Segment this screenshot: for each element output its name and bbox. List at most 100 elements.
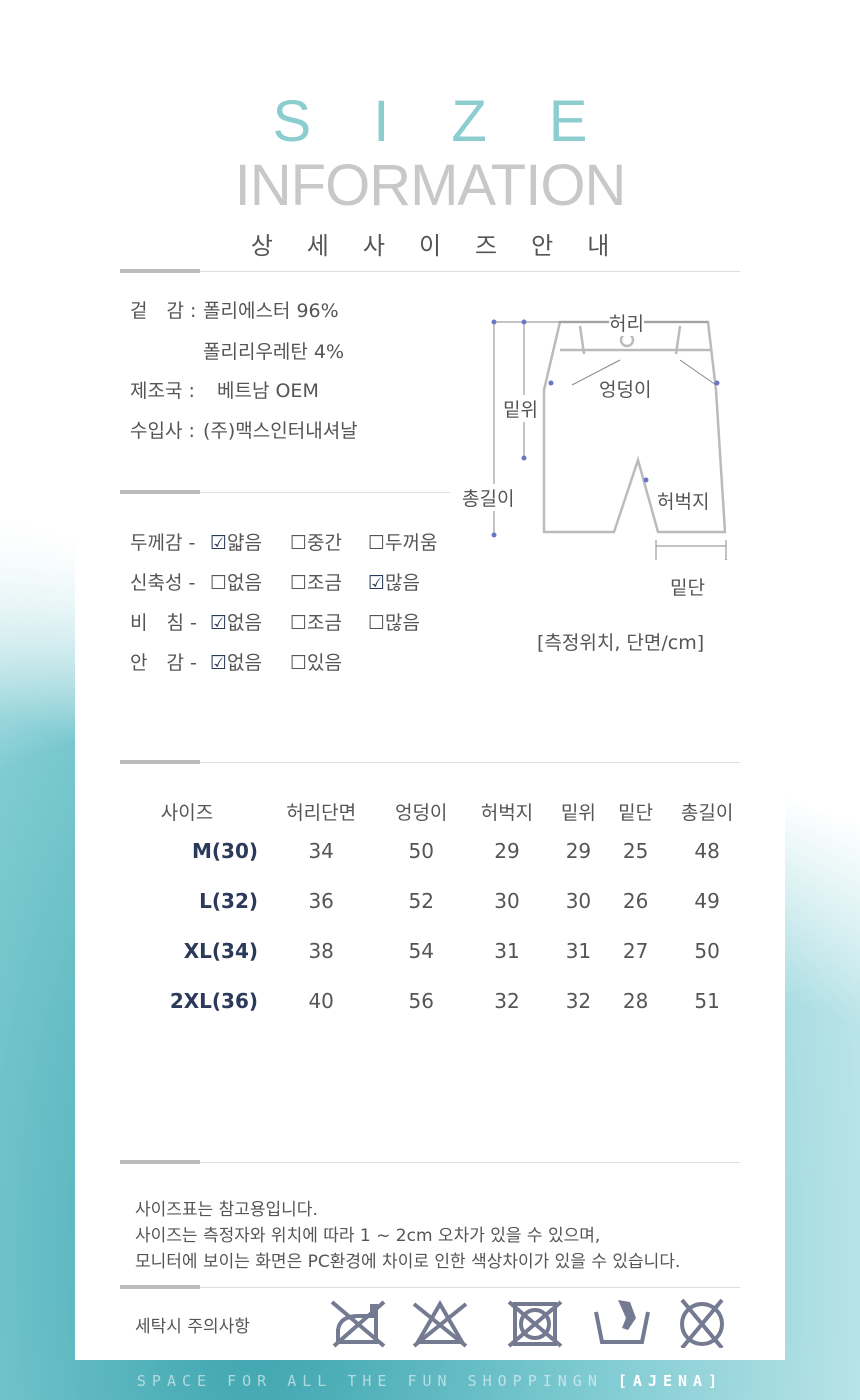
option-text: 많음 xyxy=(385,572,421,594)
no-bleach-icon xyxy=(412,1300,468,1348)
column-header: 밑단 xyxy=(618,801,654,824)
no-iron-icon xyxy=(330,1300,386,1348)
value-cell: 51 xyxy=(694,989,720,1013)
property-option[interactable]: ☐있음 xyxy=(290,648,342,675)
importer-value: (주)맥스인터내셔날 xyxy=(203,420,358,442)
value-cell: 31 xyxy=(565,939,592,963)
option-text: 있음 xyxy=(307,652,343,674)
checkbox-icon[interactable]: ☐ xyxy=(290,572,308,594)
origin-label: 제조국 : xyxy=(130,380,195,402)
value-cell: 27 xyxy=(622,939,649,963)
value-cell: 49 xyxy=(694,889,720,913)
value-cell: 32 xyxy=(494,989,520,1013)
option-text: 없음 xyxy=(227,572,263,594)
title-information: INFORMATION xyxy=(234,153,627,218)
option-text: 없음 xyxy=(227,612,263,634)
value-cell: 36 xyxy=(308,889,334,913)
label-waist: 허리 xyxy=(609,309,644,336)
divider xyxy=(120,269,740,273)
property-label: 두께감 - xyxy=(130,532,196,554)
checkbox-icon[interactable]: ☐ xyxy=(290,532,308,554)
option-text: 얇음 xyxy=(227,532,263,554)
checked-box-icon[interactable]: ☑ xyxy=(210,652,228,674)
label-rise: 밑위 xyxy=(503,395,538,422)
table-row: 2XL(36) 40 56 32 32 28 51 xyxy=(110,976,750,1026)
option-text: 많음 xyxy=(385,612,421,634)
column-header: 밑위 xyxy=(560,801,596,824)
property-option[interactable]: ☐조금 xyxy=(290,568,342,595)
checked-box-icon[interactable]: ☑ xyxy=(210,532,228,554)
column-header: 엉덩이 xyxy=(394,801,448,824)
value-cell: 31 xyxy=(494,939,520,963)
value-cell: 30 xyxy=(494,889,520,913)
checkbox-icon[interactable]: ☐ xyxy=(368,532,386,554)
option-text: 조금 xyxy=(307,572,343,594)
size-cell: 2XL(36) xyxy=(169,989,259,1013)
property-option[interactable]: ☑많음 xyxy=(368,568,420,595)
value-cell: 26 xyxy=(622,889,649,913)
footer-slogan: SPACE FOR ALL THE FUN SHOPPINGN [AJENA] xyxy=(136,1372,724,1390)
option-text: 없음 xyxy=(227,652,263,674)
size-table: 사이즈 허리단면 엉덩이 허벅지 밑위 밑단 총길이 M(30) 34 50 29 29 25 48 L(… xyxy=(110,796,750,1026)
checkbox-icon[interactable]: ☐ xyxy=(368,612,386,634)
label-hip: 엉덩이 xyxy=(599,375,652,402)
property-label: 신축성 - xyxy=(130,572,196,594)
title-size: SIZE xyxy=(272,89,650,154)
no-dry-clean-icon xyxy=(680,1298,724,1348)
value-cell: 50 xyxy=(408,839,434,863)
property-option[interactable]: ☑얇음 xyxy=(210,528,262,555)
table-row: L(32) 36 52 30 30 26 49 xyxy=(110,876,750,926)
table-row: M(30) 34 50 29 29 25 48 xyxy=(110,826,750,876)
value-cell: 56 xyxy=(408,989,434,1013)
outer-value-1: 폴리에스터 96% xyxy=(203,300,339,322)
note-3: 모니터에 보이는 화면은 PC환경에 차이로 인한 색상차이가 있을 수 있습니… xyxy=(135,1252,681,1272)
checkbox-icon[interactable]: ☐ xyxy=(290,652,308,674)
value-cell: 29 xyxy=(494,839,520,863)
hand-wash-icon xyxy=(594,1300,650,1344)
measure-note: [측정위치, 단면/cm] xyxy=(537,632,705,654)
property-label: 안 감 - xyxy=(130,652,197,674)
divider xyxy=(120,1160,740,1164)
option-text: 조금 xyxy=(307,612,343,634)
note-2: 사이즈는 측정자와 위치에 따라 1 ~ 2cm 오차가 있을 수 있으며, xyxy=(135,1226,601,1246)
checked-box-icon[interactable]: ☑ xyxy=(368,572,386,594)
property-option[interactable]: ☐많음 xyxy=(368,608,420,635)
no-tumble-dry-icon xyxy=(507,1300,563,1348)
property-option[interactable]: ☐조금 xyxy=(290,608,342,635)
outer-value-2: 폴리리우레탄 4% xyxy=(203,341,345,363)
checkbox-icon[interactable]: ☐ xyxy=(210,572,228,594)
importer-label: 수입사 : xyxy=(130,420,195,442)
care-label: 세탁시 주의사항 xyxy=(135,1317,250,1337)
column-header: 사이즈 xyxy=(160,801,214,824)
subtitle: 상세사이즈안내 xyxy=(250,232,644,260)
size-cell: XL(34) xyxy=(183,939,259,963)
checkbox-icon[interactable]: ☐ xyxy=(290,612,308,634)
value-cell: 30 xyxy=(565,889,592,913)
note-1: 사이즈표는 참고용입니다. xyxy=(135,1200,318,1220)
value-cell: 40 xyxy=(308,989,334,1013)
property-option[interactable]: ☑없음 xyxy=(210,608,262,635)
brand-name: [AJENA] xyxy=(617,1372,724,1390)
property-option[interactable]: ☑없음 xyxy=(210,648,262,675)
property-option[interactable]: ☐중간 xyxy=(290,528,342,555)
divider xyxy=(120,1285,740,1289)
label-thigh: 허벅지 xyxy=(657,491,710,513)
shorts-diagram xyxy=(491,319,728,560)
label-length: 총길이 xyxy=(462,484,515,511)
table-row: XL(34) 38 54 31 31 27 50 xyxy=(110,926,750,976)
outer-label: 겉 감 : xyxy=(130,300,197,322)
property-option[interactable]: ☐없음 xyxy=(210,568,262,595)
column-header: 허벅지 xyxy=(480,801,534,824)
size-cell: L(32) xyxy=(199,889,259,913)
property-option[interactable]: ☐두꺼움 xyxy=(368,528,438,555)
value-cell: 48 xyxy=(694,839,720,863)
value-cell: 52 xyxy=(408,889,434,913)
value-cell: 34 xyxy=(308,839,334,863)
value-cell: 29 xyxy=(565,839,592,863)
value-cell: 54 xyxy=(408,939,434,963)
property-label: 비 침 - xyxy=(130,612,197,634)
checked-box-icon[interactable]: ☑ xyxy=(210,612,228,634)
value-cell: 28 xyxy=(622,989,649,1013)
value-cell: 50 xyxy=(694,939,720,963)
size-cell: M(30) xyxy=(192,839,259,863)
